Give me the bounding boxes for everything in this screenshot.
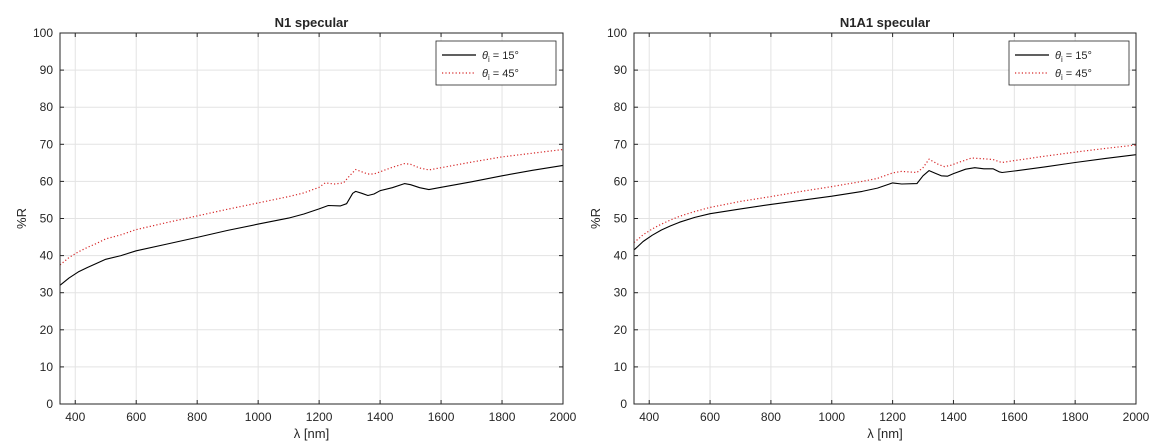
x-tick-label: 1400 — [940, 410, 967, 424]
y-tick-label: 40 — [40, 249, 54, 263]
y-tick-label: 10 — [40, 360, 54, 374]
legend-entry-2: θi = 45° — [482, 68, 519, 82]
y-tick-label: 30 — [614, 286, 628, 300]
x-tick-label: 600 — [126, 410, 146, 424]
y-tick-label: 90 — [614, 63, 628, 77]
y-tick-label: 50 — [614, 212, 628, 226]
y-tick-label: 10 — [614, 360, 628, 374]
y-tick-label: 70 — [40, 137, 54, 151]
legend-symbol: θ — [482, 68, 488, 80]
legend-entry-1: θi = 15° — [1055, 50, 1092, 64]
chart-title: N1A1 specular — [840, 15, 930, 30]
legend-rest: = 45° — [490, 68, 519, 80]
axes-box — [59, 32, 564, 405]
chart-title: N1 specular — [275, 15, 349, 30]
x-tick-label: 1000 — [245, 410, 272, 424]
y-tick-label: 100 — [33, 26, 53, 40]
legend-box — [435, 40, 557, 86]
x-tick-label: 2000 — [1123, 410, 1150, 424]
legend-entry-1: θi = 15° — [482, 50, 519, 64]
y-tick-label: 0 — [620, 397, 627, 411]
y-axis-label: %R — [588, 208, 603, 229]
chart-panel-2: 400 600 800 1000 1200 1400 1600 1800 2000 0 10 20 30… — [588, 15, 1150, 441]
legend-subscript: i — [488, 73, 490, 82]
y-tick-label: 30 — [40, 286, 54, 300]
legend-symbol: θ — [482, 50, 488, 62]
x-tick-label: 800 — [761, 410, 781, 424]
x-tick-label: 600 — [700, 410, 720, 424]
x-tick-label: 1200 — [879, 410, 906, 424]
series-line-1 — [59, 164, 564, 286]
axes-box — [633, 32, 1137, 405]
y-tick-label: 40 — [614, 249, 628, 263]
chart-panel-1: 400 600 800 1000 1200 1400 1600 1800 2000 0 10 20 30… — [14, 15, 577, 441]
y-tick-label: 50 — [40, 212, 54, 226]
legend-symbol: θ — [1055, 68, 1061, 80]
x-tick-label: 1600 — [428, 410, 455, 424]
y-tick-label: 80 — [40, 100, 54, 114]
series-line-1 — [633, 154, 1137, 251]
y-tick-label: 70 — [614, 137, 628, 151]
legend-subscript: i — [1061, 73, 1063, 82]
x-tick-label: 1800 — [489, 410, 516, 424]
legend-subscript: i — [488, 55, 490, 64]
legend-rest: = 45° — [1063, 68, 1092, 80]
legend-rest: = 15° — [490, 50, 519, 62]
x-tick-label: 400 — [65, 410, 85, 424]
legend-rest: = 15° — [1063, 50, 1092, 62]
x-tick-label: 800 — [187, 410, 207, 424]
y-axis-label: %R — [14, 208, 29, 229]
legend-entry-2: θi = 45° — [1055, 68, 1092, 82]
x-axis-label: λ [nm] — [867, 426, 902, 441]
y-tick-label: 20 — [40, 323, 54, 337]
x-tick-label: 1200 — [306, 410, 333, 424]
x-tick-label: 1800 — [1062, 410, 1089, 424]
y-tick-label: 0 — [46, 397, 53, 411]
series-line-2 — [633, 144, 1137, 244]
x-axis-label: λ [nm] — [294, 426, 329, 441]
legend: θi = 15°θi = 45° — [435, 40, 557, 86]
x-tick-label: 1400 — [367, 410, 394, 424]
legend: θi = 15°θi = 45° — [1008, 40, 1130, 86]
y-tick-label: 90 — [40, 63, 54, 77]
x-tick-label: 2000 — [550, 410, 577, 424]
x-tick-label: 1000 — [818, 410, 845, 424]
y-tick-label: 60 — [40, 174, 54, 188]
legend-symbol: θ — [1055, 50, 1061, 62]
y-tick-label: 100 — [607, 26, 627, 40]
y-tick-label: 60 — [614, 174, 628, 188]
x-tick-label: 400 — [639, 410, 659, 424]
y-tick-label: 20 — [614, 323, 628, 337]
legend-box — [1008, 40, 1130, 86]
y-tick-label: 80 — [614, 100, 628, 114]
x-tick-label: 1600 — [1001, 410, 1028, 424]
series-line-2 — [59, 148, 564, 266]
legend-subscript: i — [1061, 55, 1063, 64]
